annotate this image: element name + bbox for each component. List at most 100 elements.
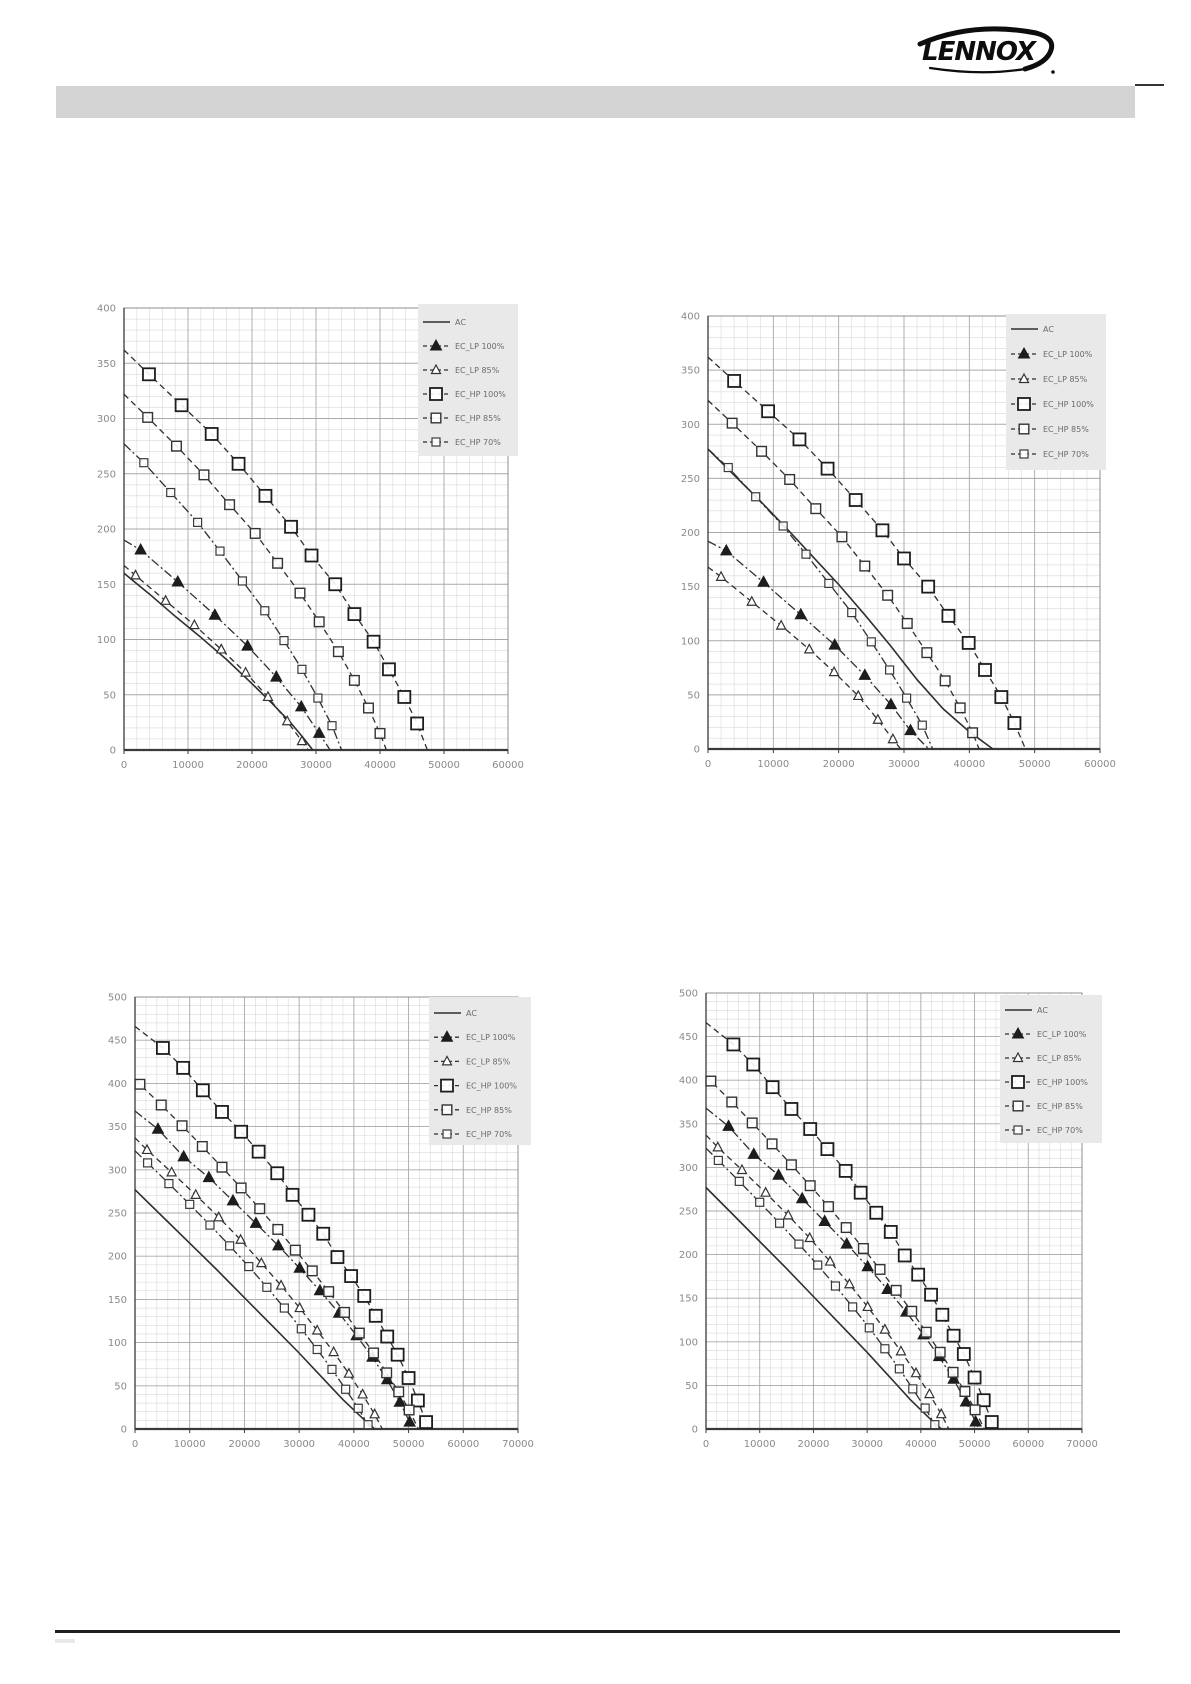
y-tick-label: 100 — [97, 635, 116, 646]
legend-item: AC — [423, 318, 466, 327]
y-tick-label: 450 — [679, 1032, 698, 1043]
section-header-bar — [56, 86, 1135, 118]
y-tick-label: 200 — [681, 528, 700, 539]
series-ec-hp-100- — [123, 349, 429, 751]
legend-item: EC_HP 70% — [1005, 1125, 1083, 1135]
y-tick-label: 100 — [108, 1338, 127, 1349]
y-tick-label: 0 — [694, 745, 700, 756]
legend-item: EC_LP 100% — [423, 338, 505, 351]
y-tick-label: 150 — [679, 1294, 698, 1305]
legend-label: EC_HP 70% — [1043, 450, 1089, 459]
legend-label: AC — [1043, 325, 1054, 334]
x-tick-label: 10000 — [172, 760, 204, 771]
series-ec-hp-100- — [707, 356, 1027, 750]
x-tick-label: 20000 — [229, 1439, 261, 1450]
series-ec-hp-70- — [705, 1147, 940, 1430]
legend-item: EC_LP 100% — [434, 1030, 516, 1042]
x-tick-label: 30000 — [888, 759, 920, 770]
legend-box — [429, 997, 531, 1145]
y-tick-label: 350 — [681, 366, 700, 377]
y-tick-label: 250 — [681, 474, 700, 485]
logo-registered-mark — [1051, 70, 1055, 74]
y-tick-label: 50 — [687, 690, 700, 701]
y-axis-labels: 0 50 100 150 200 250 300 350 400 450 500 — [108, 993, 127, 1436]
series-ac — [134, 1189, 376, 1430]
legend-label: EC_LP 100% — [455, 342, 505, 351]
x-tick-label: 70000 — [1066, 1439, 1098, 1450]
legend-label: EC_HP 100% — [1037, 1078, 1088, 1087]
legend-label: AC — [466, 1009, 477, 1018]
y-tick-label: 450 — [108, 1036, 127, 1047]
x-tick-label: 20000 — [823, 759, 855, 770]
legend-item: EC_HP 100% — [1011, 397, 1094, 411]
y-tick-label: 0 — [692, 1425, 698, 1436]
legend-label: EC_LP 100% — [1043, 350, 1093, 359]
legend-box — [1000, 995, 1102, 1143]
x-tick-label: 0 — [132, 1439, 138, 1450]
y-tick-label: 100 — [681, 636, 700, 647]
y-tick-label: 250 — [679, 1207, 698, 1218]
x-tick-label: 60000 — [492, 760, 524, 771]
x-tick-label: 40000 — [905, 1439, 937, 1450]
x-tick-label: 60000 — [1084, 759, 1116, 770]
y-tick-label: 400 — [681, 312, 700, 323]
x-tick-label: 40000 — [338, 1439, 370, 1450]
series-ec-lp-100- — [707, 540, 930, 750]
legend-item: AC — [1005, 1006, 1048, 1015]
legend-item: EC_HP 100% — [434, 1078, 517, 1093]
series-ec-lp-85- — [134, 1137, 383, 1430]
y-tick-label: 400 — [97, 304, 116, 315]
legend-label: EC_LP 85% — [1043, 375, 1088, 384]
series-ec-lp-100- — [134, 1110, 417, 1430]
legend-label: EC_LP 100% — [1037, 1030, 1087, 1039]
y-tick-label: 250 — [97, 469, 116, 480]
legend-item: EC_LP 85% — [423, 363, 500, 375]
y-axis-labels: 0 50 100 150 200 250 300 350 400 450 500 — [679, 989, 698, 1436]
x-tick-label: 10000 — [757, 759, 789, 770]
series-ec-hp-85- — [705, 1075, 985, 1430]
legend-item: EC_LP 85% — [1005, 1051, 1082, 1063]
legend-item: EC_HP 85% — [1011, 423, 1089, 435]
series-ec-hp-85- — [134, 1078, 419, 1430]
y-tick-label: 400 — [108, 1079, 127, 1090]
x-tick-label: 30000 — [283, 1439, 315, 1450]
legend-label: EC_HP 70% — [466, 1130, 512, 1139]
x-tick-label: 10000 — [174, 1439, 206, 1450]
legend-item: AC — [434, 1009, 477, 1018]
y-tick-label: 350 — [108, 1122, 127, 1133]
legend: AC EC_LP 100% EC_LP 85% EC_HP 100% EC_HP 85%… — [429, 997, 531, 1145]
y-axis-labels: 0 50 100 150 200 250 300 350 400 — [681, 312, 700, 756]
legend-box — [418, 304, 518, 456]
x-tick-label: 10000 — [744, 1439, 776, 1450]
legend-label: EC_HP 100% — [466, 1082, 517, 1091]
x-tick-label: 50000 — [393, 1439, 425, 1450]
legend-item: EC_HP 85% — [423, 412, 501, 424]
legend: AC EC_LP 100% EC_LP 85% EC_HP 100% EC_HP 85%… — [1006, 314, 1106, 470]
y-tick-label: 500 — [108, 993, 127, 1004]
fan-curve-chart-bottom-right: 0 50 100 150 200 250 300 350 400 450 500 0 10000 2000… — [679, 989, 1102, 1450]
lennox-logo: LENNOX — [917, 26, 1055, 74]
legend-label: EC_LP 85% — [455, 366, 500, 375]
legend-label: AC — [455, 318, 466, 327]
series-ac — [123, 572, 314, 751]
x-tick-label: 30000 — [300, 760, 332, 771]
legend-item: EC_LP 85% — [1011, 372, 1088, 384]
series-ec-hp-85- — [707, 399, 980, 750]
legend: AC EC_LP 100% EC_LP 85% EC_HP 100% EC_HP 85%… — [1000, 995, 1102, 1143]
header-edge-line — [1135, 84, 1164, 86]
legend-label: EC_HP 100% — [1043, 400, 1094, 409]
series-ec-hp-100- — [705, 1022, 999, 1430]
legend-item: EC_HP 100% — [1005, 1075, 1088, 1089]
y-tick-label: 50 — [103, 690, 116, 701]
fan-curve-chart-top-right: 0 50 100 150 200 250 300 350 400 0 10000 20000 30000… — [681, 312, 1116, 771]
logo-wordmark: LENNOX — [922, 37, 1038, 67]
series-ec-lp-85- — [707, 566, 902, 750]
legend-label: EC_HP 100% — [455, 390, 506, 399]
y-tick-label: 200 — [108, 1252, 127, 1263]
x-axis-labels: 0 10000 20000 30000 40000 50000 60000 — [121, 750, 524, 771]
series-ec-hp-70- — [707, 448, 934, 750]
y-tick-label: 350 — [679, 1119, 698, 1130]
y-tick-label: 150 — [97, 580, 116, 591]
y-tick-label: 300 — [679, 1163, 698, 1174]
